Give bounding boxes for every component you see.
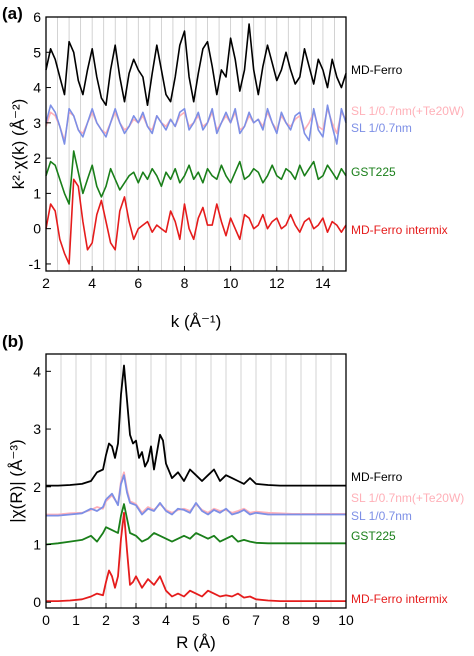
panel-a-x-axis-title: k (Å⁻¹) [171,312,222,331]
panel-a-y-axis: -1 0 1 2 3 4 5 6 [29,9,51,272]
panel-a-y-tick-label: 1 [33,185,41,201]
panel-a-legend: MD-Ferro SL 1/0.7nm(+Te20W) SL 1/0.7nm GST2… [351,63,464,237]
panel-b-y-axis-title: |χ(R)| (Å⁻³) [7,439,26,522]
panel-a-x-tick-label: 8 [181,275,189,291]
panel-a-series-gst225 [45,150,347,205]
panel-a-y-tick-label: 0 [33,221,41,237]
panel-b-y-axis: 0 1 2 3 4 [33,363,51,610]
panel-a-y-tick-label: 4 [33,80,41,96]
panel-a-y-axis-title: k²·χ(k) (Å⁻²) [9,99,28,190]
panel-b-x-tick-label: 3 [132,612,140,628]
panel-b-legend-md-ferro-intermix: MD-Ferro intermix [351,592,448,606]
panel-a-x-tick-label: 6 [134,275,142,291]
panel-a-x-tick-label: 12 [269,275,285,291]
panel-b-y-tick-label: 4 [33,363,41,379]
panel-a-x-axis: 2 4 6 8 10 12 14 [42,266,331,291]
panel-b-series [45,364,346,602]
panel-a-series-sl-1-0-7nm [45,104,347,145]
panel-b-series-md-ferro [46,364,346,487]
panel-a-series [45,23,347,265]
panel-a-y-tick-label: -1 [29,256,42,272]
panel-b-series-gst225 [45,503,346,546]
panel-a-legend-gst225: GST225 [351,165,396,179]
panel-b-legend-md-ferro: MD-Ferro [351,470,403,484]
panel-a-legend-sl-1-0-7nm: SL 1/0.7nm [351,121,412,135]
panel-a-x-tick-label: 14 [315,275,331,291]
panel-a-y-tick-label: 2 [33,150,41,166]
panel-a-legend-md-ferro-intermix: MD-Ferro intermix [351,223,448,237]
panel-b-x-axis: 0 1 2 3 4 5 6 7 8 9 10 [42,603,354,628]
panel-a-grid [57,17,335,271]
panel-b-x-tick-label: 2 [102,612,110,628]
panel-a-label: (a) [2,4,23,23]
panel-b-chart: (b) 0 1 2 3 4 5 6 7 8 9 10 0 1 2 3 4 R (Å) |χ(R)| (Å⁻³… [2,332,464,652]
panel-a-y-tick-label: 5 [33,44,41,60]
panel-b-series-sl-1-0-7nm [46,474,346,517]
panel-a-legend-sl-1-0-7nm-te20w: SL 1/0.7nm(+Te20W) [351,104,464,118]
panel-a-series-md-ferro [45,23,347,106]
panel-b-x-tick-label: 0 [42,612,50,628]
panel-a-y-tick-label: 3 [33,115,41,131]
panel-a-x-tick-label: 4 [88,275,96,291]
panel-a-x-tick-label: 10 [223,275,239,291]
panel-b-x-tick-label: 6 [222,612,230,628]
panel-b-y-tick-label: 1 [33,537,41,553]
panel-b-x-tick-label: 9 [312,612,320,628]
panel-b-x-tick-label: 5 [192,612,200,628]
panel-b-legend-sl-1-0-7nm: SL 1/0.7nm [351,509,412,523]
panel-b-legend: MD-Ferro SL 1/0.7nm(+Te20W) SL 1/0.7nm GST2… [351,470,464,606]
panel-a-x-tick-label: 2 [42,275,50,291]
panel-b-series-md-ferro-intermix [46,511,346,602]
panel-b-label: (b) [2,332,24,351]
panel-a-series-md-ferro-intermix [45,178,347,265]
panel-b-x-tick-label: 7 [252,612,260,628]
panel-b-grid [60,354,332,608]
panel-b-x-tick-label: 10 [338,612,354,628]
panel-a-y-tick-label: 6 [33,9,41,25]
panel-b-y-tick-label: 0 [33,594,41,610]
panel-b-x-axis-title: R (Å) [176,633,216,652]
panel-b-legend-gst225: GST225 [351,529,396,543]
panel-b-x-tick-label: 4 [162,612,170,628]
panel-b-y-tick-label: 2 [33,479,41,495]
panel-b-y-tick-label: 3 [33,421,41,437]
panel-a-legend-md-ferro: MD-Ferro [351,63,403,77]
panel-a-frame [45,16,347,272]
panel-b-x-tick-label: 8 [282,612,290,628]
panel-b-x-tick-label: 1 [72,612,80,628]
panel-b-legend-sl-1-0-7nm-te20w: SL 1/0.7nm(+Te20W) [351,491,464,505]
